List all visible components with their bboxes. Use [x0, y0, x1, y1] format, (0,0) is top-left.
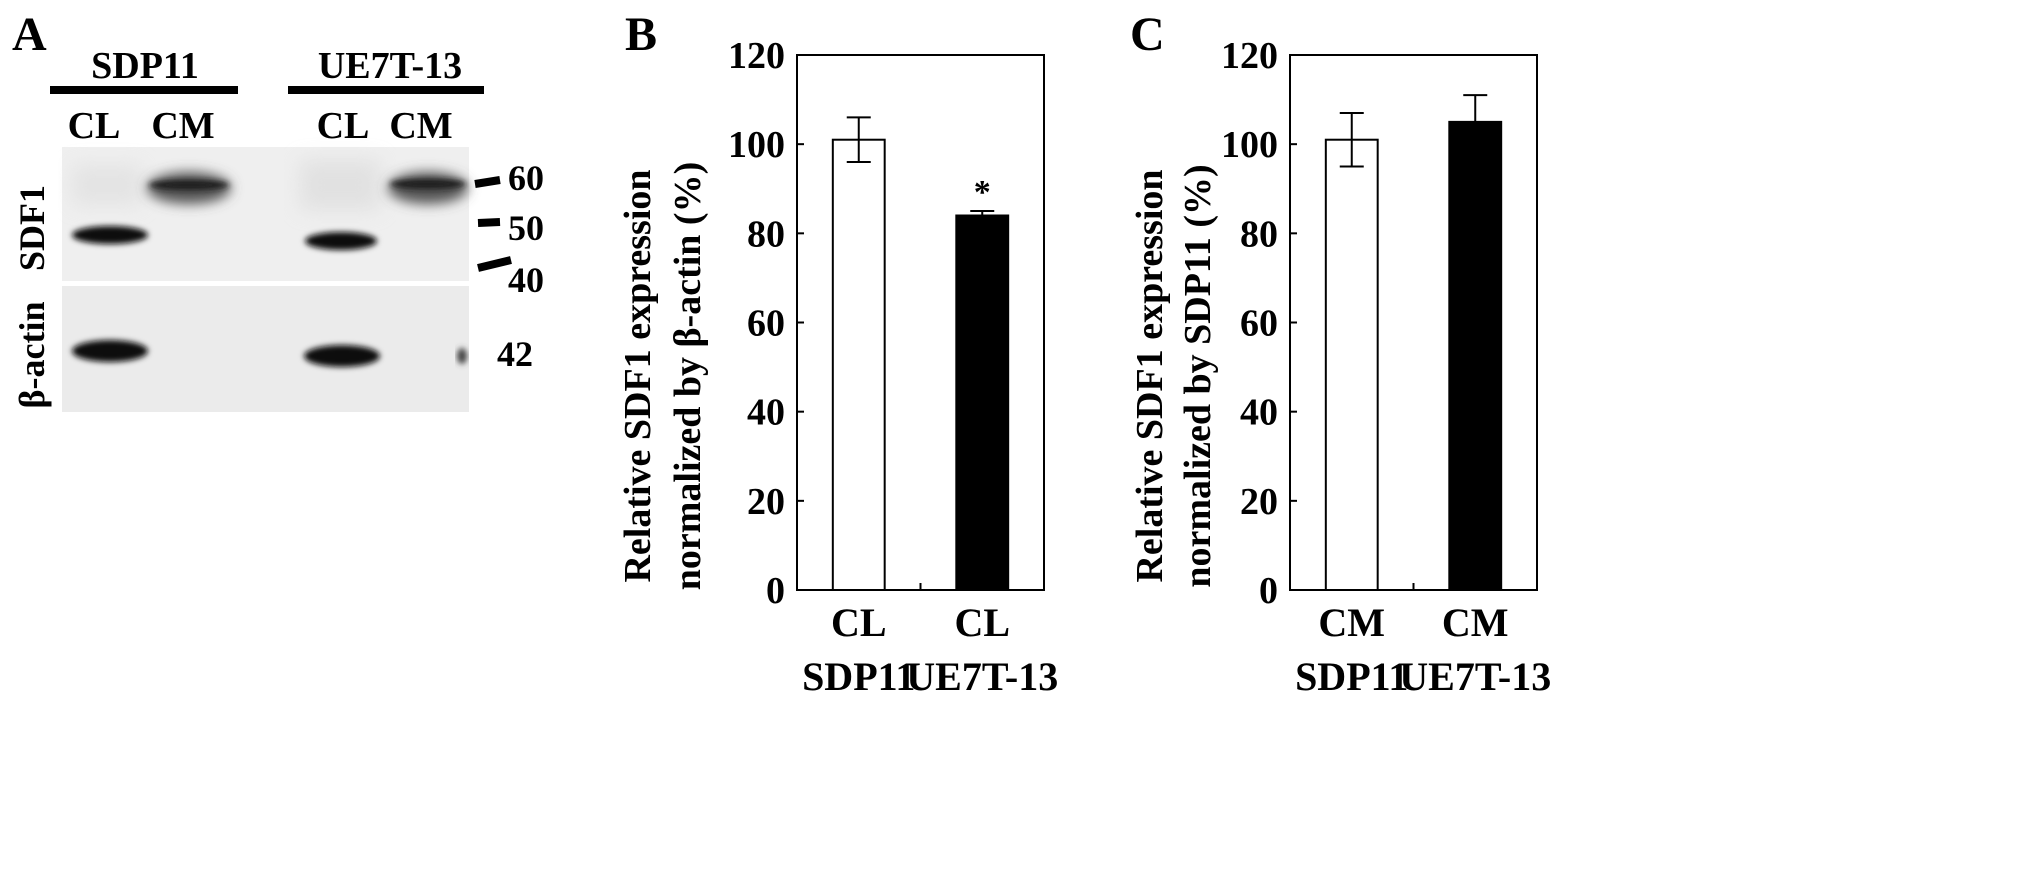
x-category-label-0-0: CL — [831, 600, 887, 645]
y-tick-label: 40 — [1240, 392, 1278, 434]
marker-tick-60 — [474, 176, 501, 188]
chart-b: 0 20 40 60 80 100 120 CL SDP11 * CL UE7T-13 — [728, 35, 1058, 699]
band-sdf1-cl-ue7t13 — [305, 232, 377, 250]
group-label-sdp11: SDP11 — [91, 45, 199, 87]
panel-c: C Relative SDF1 expression normalized by… — [1129, 8, 1551, 699]
y-tick-label: 0 — [766, 570, 785, 612]
y-tick-label: 20 — [1240, 481, 1278, 523]
panel-c-letter: C — [1130, 8, 1165, 61]
y-tick-label: 80 — [1240, 213, 1278, 255]
chart-c-ylabel: Relative SDF1 expression normalized by S… — [1129, 164, 1219, 587]
chart-b-ylabel-line-2: normalized by β-actin (%) — [667, 162, 709, 590]
lane-label-cl-1: CL — [68, 105, 121, 147]
y-tick-label: 20 — [747, 481, 785, 523]
y-tick-label: 60 — [747, 303, 785, 345]
x-category-label-1-0: CL — [954, 600, 1010, 645]
significance-mark-1: * — [974, 174, 991, 211]
marker-tick-40 — [477, 256, 512, 272]
lane-label-cm-1: CM — [151, 105, 214, 147]
blot-beta-actin — [62, 286, 469, 412]
y-tick-label: 40 — [747, 392, 785, 434]
chart-b-ylabel-line-1: Relative SDF1 expression — [617, 169, 659, 582]
bar-0 — [1324, 138, 1379, 591]
chart-c-ylabel-line-2: normalized by SDP11 (%) — [1177, 164, 1219, 587]
band-actin-cl-ue7t13 — [304, 345, 380, 367]
marker-tick-50 — [477, 218, 501, 227]
lane-label-cm-2: CM — [389, 105, 452, 147]
x-category-label-1-0: CM — [1442, 600, 1509, 645]
bar-1 — [955, 214, 1010, 591]
y-tick-label: 120 — [728, 35, 785, 77]
x-category-label-0-1: SDP11 — [1295, 654, 1408, 699]
chart-b-ylabel: Relative SDF1 expression normalized by β… — [617, 162, 709, 590]
y-tick-label: 0 — [1259, 570, 1278, 612]
row-label-beta-actin: β-actin — [12, 302, 52, 409]
panel-a-letter: A — [12, 8, 47, 61]
chart-c-ylabel-line-1: Relative SDF1 expression — [1129, 169, 1171, 582]
panel-b-letter: B — [625, 8, 657, 61]
row-label-sdf1: SDF1 — [12, 185, 52, 271]
x-category-label-1-1: UE7T-13 — [906, 654, 1058, 699]
bar-1 — [1448, 120, 1503, 591]
x-category-label-1-1: UE7T-13 — [1399, 654, 1551, 699]
band-actin-cl-sdp11 — [72, 340, 148, 362]
lane-label-cl-2: CL — [317, 105, 370, 147]
y-tick-label: 60 — [1240, 303, 1278, 345]
y-tick-label: 120 — [1221, 35, 1278, 77]
bar-0 — [831, 138, 886, 591]
panel-b: B Relative SDF1 expression normalized by… — [617, 8, 1058, 699]
group-label-ue7t13: UE7T-13 — [318, 45, 462, 87]
y-tick-label: 100 — [1221, 124, 1278, 166]
y-tick-label: 80 — [747, 213, 785, 255]
marker-label-60: 60 — [508, 158, 544, 198]
marker-label-42: 42 — [497, 334, 533, 374]
marker-label-50: 50 — [508, 208, 544, 248]
blot-sdf1 — [62, 147, 469, 281]
band-sdf1-cl-sdp11 — [72, 226, 148, 244]
panel-a: A SDP11 UE7T-13 CL CM CL CM SDF1 β-actin — [12, 8, 544, 412]
x-category-label-0-0: CM — [1318, 600, 1385, 645]
chart-c: 0 20 40 60 80 100 120 CM SDP11 CM UE7T-13 — [1221, 35, 1551, 699]
y-tick-label: 100 — [728, 124, 785, 166]
x-category-label-0-1: SDP11 — [802, 654, 915, 699]
marker-label-40: 40 — [508, 260, 544, 300]
